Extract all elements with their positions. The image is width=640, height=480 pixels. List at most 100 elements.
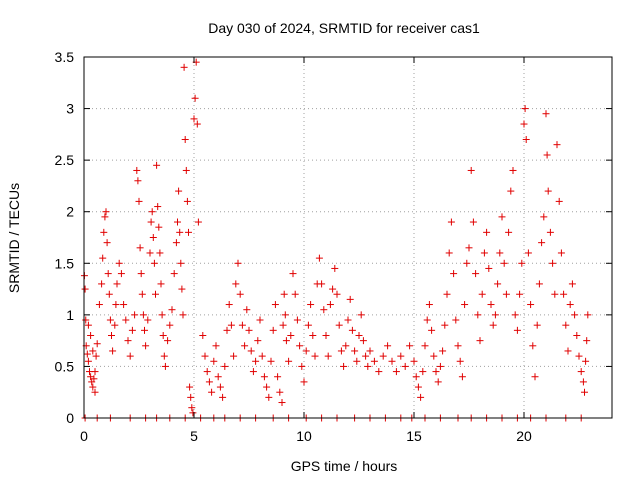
data-point (543, 151, 551, 159)
data-point (265, 393, 273, 401)
axis-ticks: 0 0.5 1 1.5 2 2.5 3 3.5 0 5 10 15 20 (55, 49, 612, 444)
data-point (282, 337, 290, 345)
data-point (575, 352, 583, 360)
data-point (146, 249, 154, 257)
data-point (238, 321, 246, 329)
data-point (254, 337, 262, 345)
data-point (102, 208, 110, 216)
data-point (84, 357, 92, 365)
y-tick-label: 3 (66, 101, 74, 117)
data-point (287, 331, 295, 339)
data-point (300, 378, 308, 386)
data-point (154, 203, 162, 211)
data-point (90, 375, 98, 383)
data-point (465, 244, 473, 252)
data-point (540, 213, 548, 221)
data-point (583, 337, 591, 345)
data-point (128, 326, 136, 334)
grid-lines (84, 57, 612, 418)
y-tick-label: 1 (66, 307, 74, 323)
data-point (397, 352, 405, 360)
data-point (337, 347, 345, 355)
data-point (108, 331, 115, 339)
data-point (487, 301, 495, 309)
data-point (518, 259, 526, 267)
data-point (476, 337, 484, 345)
data-point (176, 228, 184, 236)
data-point (256, 316, 264, 324)
data-point (137, 270, 145, 278)
data-point (494, 280, 502, 288)
data-point (293, 316, 301, 324)
data-point (91, 388, 99, 396)
data-point (474, 311, 482, 319)
data-point (375, 368, 383, 376)
data-point (401, 362, 409, 370)
data-point (243, 306, 251, 314)
data-point (351, 347, 359, 355)
data-point (99, 254, 107, 262)
data-point (357, 311, 365, 319)
data-point (513, 326, 521, 334)
data-point (430, 352, 438, 360)
data-point (535, 280, 543, 288)
data-point (214, 373, 222, 381)
x-tick-label: 15 (406, 428, 422, 444)
data-point (225, 301, 233, 309)
data-point (410, 357, 418, 365)
data-point (458, 373, 466, 381)
data-point (81, 285, 89, 293)
data-point (188, 404, 196, 412)
data-point (230, 352, 238, 360)
data-point (159, 331, 167, 339)
data-point (379, 352, 387, 360)
data-point (450, 270, 458, 278)
data-point (115, 259, 123, 267)
data-point (542, 110, 550, 118)
data-point (219, 393, 227, 401)
data-point (428, 326, 436, 334)
data-point (180, 63, 188, 71)
data-point (105, 290, 113, 298)
data-point (103, 239, 111, 247)
data-point (331, 264, 339, 272)
data-point (507, 187, 515, 195)
data-point (353, 357, 361, 365)
data-point (511, 311, 519, 319)
data-point (566, 301, 574, 309)
data-point (555, 197, 563, 205)
data-point (117, 270, 125, 278)
data-point (483, 228, 491, 236)
data-point (276, 388, 284, 396)
data-point (111, 321, 119, 329)
data-point (421, 342, 429, 350)
data-point (164, 337, 172, 345)
data-point (516, 290, 524, 298)
data-point (279, 321, 287, 329)
data-point (344, 316, 352, 324)
data-point (252, 357, 260, 365)
data-point (538, 239, 546, 247)
data-point (221, 362, 229, 370)
data-point (500, 259, 508, 267)
x-tick-label: 10 (296, 428, 312, 444)
data-point (194, 218, 202, 226)
data-point (562, 321, 570, 329)
data-point (348, 326, 356, 334)
y-tick-label: 0 (66, 410, 74, 426)
data-point (191, 94, 199, 102)
data-point (199, 331, 207, 339)
data-point (269, 326, 277, 334)
y-tick-label: 2 (66, 204, 74, 220)
data-point (485, 264, 493, 272)
data-point (126, 352, 134, 360)
data-point (152, 290, 159, 298)
data-point (436, 362, 444, 370)
data-point (245, 326, 253, 334)
data-point (203, 368, 211, 376)
data-point (340, 362, 348, 370)
data-point (101, 213, 109, 221)
data-point (166, 321, 174, 329)
data-point (148, 208, 156, 216)
data-point (498, 213, 506, 221)
